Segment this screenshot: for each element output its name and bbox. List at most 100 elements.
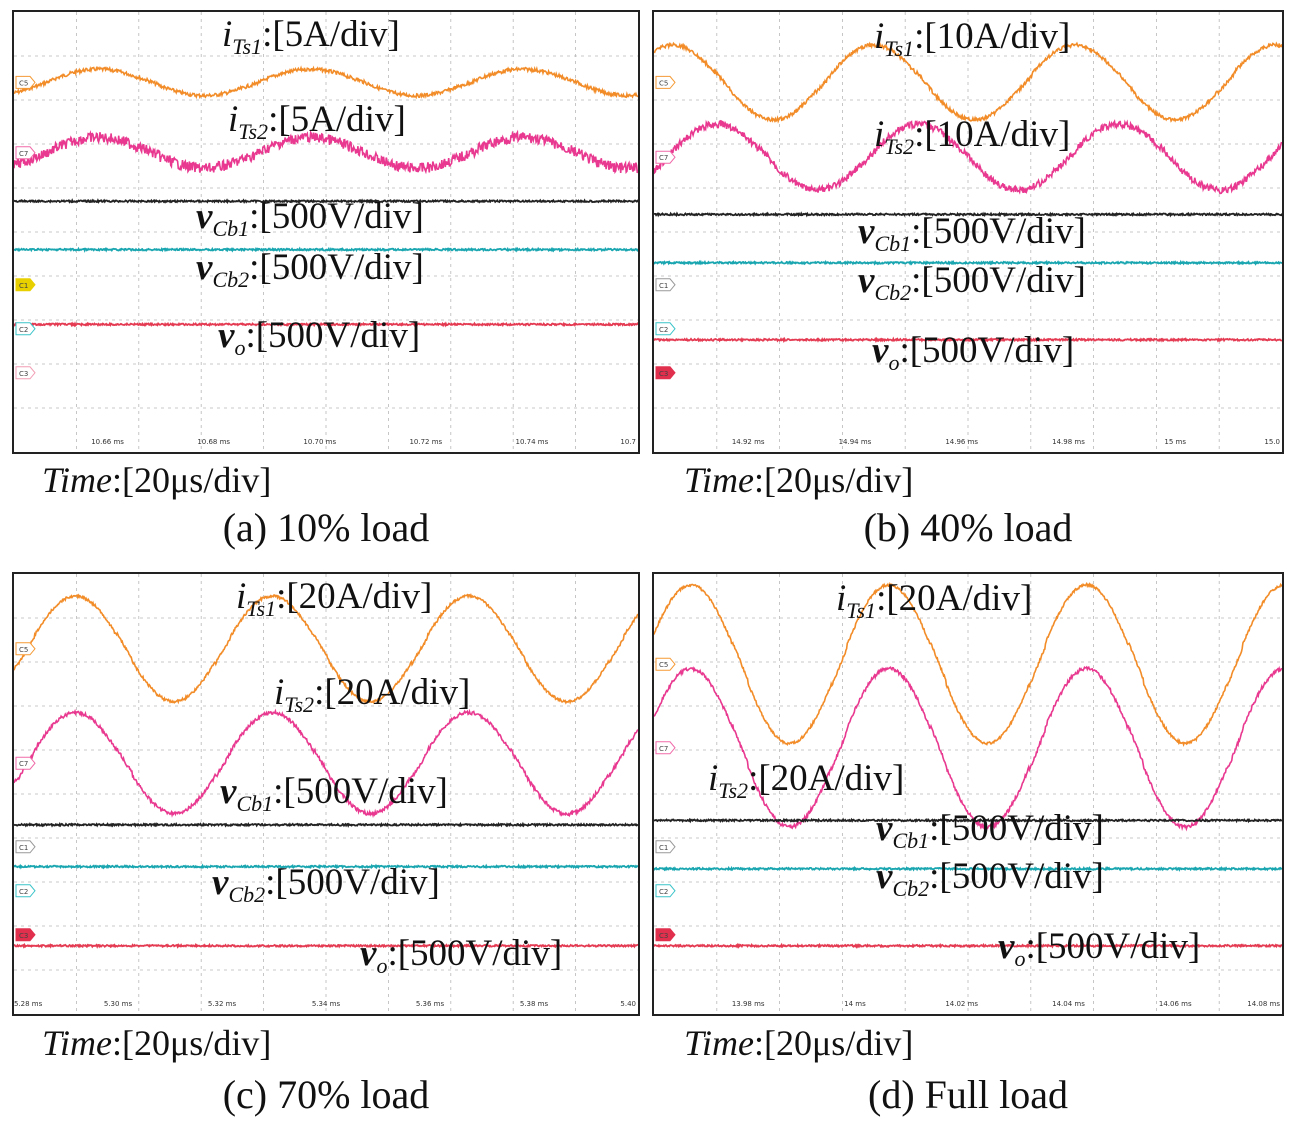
marker-label: C7 [19, 150, 28, 158]
channel-marker-c7-b[interactable]: C7 [655, 150, 676, 164]
tick-label: 5.36 ms [416, 1000, 445, 1008]
marker-label: C7 [19, 760, 28, 768]
marker-label: C5 [19, 79, 28, 87]
caption-c: (c) 70% load [222, 1072, 430, 1117]
channel-marker-c3-c[interactable]: C3 [15, 928, 36, 942]
channel-marker-c7-d[interactable]: C7 [655, 741, 676, 755]
marker-shape [15, 840, 36, 854]
trace-v_Cb2-d [654, 865, 1282, 872]
channel-marker-c5-a[interactable]: C5 [15, 75, 36, 89]
tick-label: 14.06 ms [1159, 1000, 1192, 1008]
marker-label: C5 [659, 661, 668, 669]
marker-label: C2 [19, 326, 28, 334]
label-b-v_o: vo:[500V/div] [872, 330, 1075, 375]
marker-shape [655, 884, 676, 898]
label-a-v_Cb1: vCb1:[500V/div] [196, 196, 424, 241]
channel-marker-c7-a[interactable]: C7 [15, 146, 36, 160]
label-d-i_Ts2: iTs2:[20A/div] [708, 758, 905, 803]
marker-shape [15, 642, 36, 656]
marker-shape [15, 884, 36, 898]
tick-label: 10.72 ms [409, 438, 442, 446]
trace-v_Cb2-c [14, 863, 638, 870]
marker-shape [655, 928, 676, 942]
tick-label: 10.7 [620, 438, 636, 446]
channel-marker-c2-c[interactable]: C2 [15, 884, 36, 898]
time-ticks-a: 10.66 ms 10.68 ms 10.70 ms 10.72 ms 10.74 ms… [91, 438, 636, 446]
time-ticks-d: 13.98 ms 14 ms 14.02 ms 14.04 ms 14.06 ms 14.… [732, 1000, 1281, 1008]
time-label-c: Time:[20μs/div] [42, 1023, 272, 1063]
trace-v_Cb2-a [14, 246, 638, 253]
grid-a [14, 12, 638, 452]
channel-marker-c1-c[interactable]: C1 [15, 840, 36, 854]
marker-shape [655, 150, 676, 164]
label-c-i_Ts2: iTs2:[20A/div] [274, 672, 471, 717]
trace-v_o-c [14, 942, 638, 949]
marker-label: C7 [659, 745, 668, 753]
marker-shape [15, 366, 36, 380]
channel-marker-c1-d[interactable]: C1 [655, 840, 676, 854]
marker-label: C5 [659, 79, 668, 87]
tick-label: 13.98 ms [732, 1000, 765, 1008]
marker-label: C3 [19, 932, 28, 940]
tick-label: 10.68 ms [197, 438, 230, 446]
channel-marker-c3-d[interactable]: C3 [655, 928, 676, 942]
label-d-v_Cb2: vCb2:[500V/div] [876, 856, 1104, 901]
marker-shape [655, 840, 676, 854]
trace-i_Ts2-a [14, 129, 638, 175]
tick-label: 14.02 ms [945, 1000, 978, 1008]
marker-shape [655, 322, 676, 336]
channel-marker-c5-b[interactable]: C5 [655, 75, 676, 89]
trace-v_Cb1-b [654, 211, 1282, 218]
label-c-v_Cb2: vCb2:[500V/div] [212, 862, 440, 907]
time-label-a: Time:[20μs/div] [42, 460, 272, 500]
marker-label: C3 [659, 932, 668, 940]
tick-label: 5.34 ms [312, 1000, 341, 1008]
label-d-i_Ts1: iTs1:[20A/div] [836, 578, 1033, 623]
label-a-v_o: vo:[500V/div] [218, 315, 421, 360]
marker-label: C1 [659, 282, 668, 290]
tick-label: 10.74 ms [516, 438, 549, 446]
marker-label: C1 [19, 282, 28, 290]
marker-label: C1 [659, 844, 668, 852]
channel-marker-c5-c[interactable]: C5 [15, 642, 36, 656]
label-c-v_o: vo:[500V/div] [360, 933, 563, 978]
marker-shape [15, 278, 36, 292]
marker-label: C2 [659, 326, 668, 334]
trace-i_Ts2-c [14, 708, 638, 819]
channel-marker-c1-a[interactable]: C1 [15, 278, 36, 292]
trace-v_Cb1-d [654, 817, 1282, 824]
marker-shape [655, 366, 676, 380]
tick-label: 10.70 ms [303, 438, 336, 446]
label-a-v_Cb2: vCb2:[500V/div] [196, 247, 424, 292]
trace-v_o-d [654, 942, 1282, 949]
scope-screen-d: C5 C7 C1 C2 C3 13.98 ms 14 ms 14.02 ms 14.04 ms 1… [652, 572, 1284, 1016]
channel-marker-c5-d[interactable]: C5 [655, 657, 676, 671]
trace-v_o-a [14, 321, 638, 328]
scope-plot-b: C5 C7 C1 C2 C3 14.92 ms 14.94 ms 14.96 ms 14.98 … [654, 12, 1282, 452]
scope-plot-d: C5 C7 C1 C2 C3 13.98 ms 14 ms 14.02 ms 14.04 ms 1… [654, 574, 1282, 1014]
tick-label: 14.92 ms [732, 438, 765, 446]
marker-shape [15, 756, 36, 770]
channel-marker-c2-b[interactable]: C2 [655, 322, 676, 336]
label-d-v_Cb1: vCb1:[500V/div] [876, 808, 1104, 853]
marker-shape [15, 75, 36, 89]
marker-shape [655, 657, 676, 671]
label-a-i_Ts2: iTs2:[5A/div] [228, 99, 406, 144]
time-ticks-c: 5.28 ms 5.30 ms 5.32 ms 5.34 ms 5.36 ms 5.38 … [14, 1000, 636, 1008]
tick-label: 14 ms [844, 1000, 866, 1008]
marker-label: C2 [19, 888, 28, 896]
tick-label: 14.94 ms [839, 438, 872, 446]
channel-marker-c3-b[interactable]: C3 [655, 366, 676, 380]
channel-marker-c3-a[interactable]: C3 [15, 366, 36, 380]
channel-marker-c7-c[interactable]: C7 [15, 756, 36, 770]
channel-marker-c2-a[interactable]: C2 [15, 322, 36, 336]
tick-label: 5.38 ms [520, 1000, 549, 1008]
channel-marker-c1-b[interactable]: C1 [655, 278, 676, 292]
label-a-i_Ts1: iTs1:[5A/div] [222, 14, 400, 59]
tick-label: 14.04 ms [1052, 1000, 1085, 1008]
channel-marker-c2-d[interactable]: C2 [655, 884, 676, 898]
scope-screen-b: C5 C7 C1 C2 C3 14.92 ms 14.94 ms 14.96 ms 14.98 … [652, 10, 1284, 454]
label-d-v_o: vo:[500V/div] [998, 926, 1201, 971]
marker-shape [655, 278, 676, 292]
